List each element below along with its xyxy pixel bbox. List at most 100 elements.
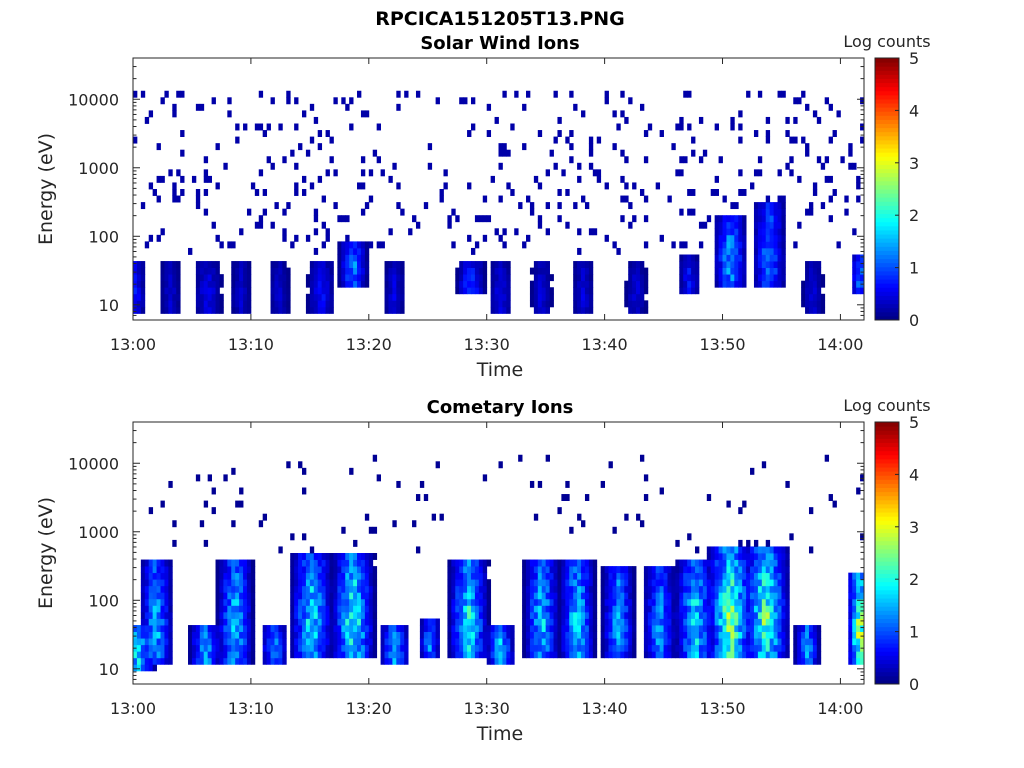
- heatmap-cell: [671, 618, 676, 626]
- heatmap-cell: [262, 644, 268, 652]
- colorbar-segment: [875, 172, 899, 178]
- heatmap-cell: [203, 306, 209, 314]
- heatmap-cell: [298, 631, 303, 639]
- heatmap-cell: [494, 293, 499, 301]
- heatmap-cell: [852, 657, 857, 665]
- heatmap-cell: [718, 221, 723, 229]
- heatmap-cell: [482, 261, 488, 268]
- heatmap-cell: [746, 638, 751, 646]
- heatmap-cell: [168, 605, 173, 613]
- heatmap-cell: [781, 644, 786, 652]
- heatmap-cell: [360, 254, 366, 262]
- heatmap-cell: [753, 221, 759, 229]
- heatmap-cell: [325, 592, 330, 600]
- heatmap-cell: [313, 247, 319, 255]
- heatmap-cell: [730, 202, 735, 210]
- heatmap-cell: [467, 267, 472, 275]
- heatmap-cell: [541, 261, 547, 268]
- heatmap-cell: [447, 572, 452, 580]
- heatmap-cell: [160, 625, 165, 632]
- heatmap-cell: [695, 261, 700, 268]
- heatmap-cell: [529, 300, 535, 308]
- heatmap-cell: [860, 592, 865, 600]
- heatmap-cell: [584, 306, 590, 314]
- heatmap-cell: [616, 572, 621, 580]
- heatmap-cell: [486, 592, 492, 600]
- heatmap-cell: [553, 644, 558, 652]
- heatmap-cell: [812, 274, 818, 282]
- heatmap-cell: [667, 592, 672, 600]
- heatmap-cell: [203, 175, 209, 183]
- heatmap-cell: [628, 625, 633, 632]
- heatmap-cell: [588, 585, 594, 593]
- heatmap-cell: [714, 611, 719, 619]
- heatmap-cell: [805, 651, 810, 659]
- heatmap-cell: [679, 638, 684, 646]
- heatmap-cell: [765, 254, 771, 262]
- heatmap-cell: [659, 598, 664, 606]
- heatmap-cell: [341, 267, 346, 275]
- heatmap-cell: [207, 300, 212, 308]
- heatmap-cell: [860, 605, 865, 613]
- heatmap-cell: [710, 579, 716, 587]
- heatmap-cell: [655, 618, 661, 626]
- heatmap-cell: [278, 306, 283, 314]
- heatmap-cell: [769, 553, 775, 560]
- heatmap-cell: [294, 605, 299, 613]
- heatmap-cell: [722, 280, 727, 288]
- heatmap-cell: [396, 631, 401, 639]
- heatmap-cell: [557, 638, 562, 646]
- heatmap-cell: [341, 254, 346, 262]
- heatmap-cell: [663, 579, 668, 587]
- heatmap-cell: [643, 274, 649, 282]
- heatmap-cell: [353, 274, 358, 282]
- heatmap-cell: [278, 300, 283, 308]
- heatmap-cell: [573, 103, 578, 111]
- heatmap-cell: [325, 579, 330, 587]
- heatmap-cell: [726, 234, 731, 242]
- heatmap-cell: [581, 300, 586, 308]
- heatmap-cell: [455, 566, 460, 574]
- heatmap-cell: [816, 261, 822, 268]
- heatmap-cell: [757, 215, 763, 223]
- colorbar-segment: [875, 458, 899, 464]
- heatmap-cell: [537, 130, 543, 137]
- heatmap-cell: [470, 572, 476, 580]
- heatmap-cell: [683, 585, 688, 593]
- heatmap-cell: [341, 631, 346, 639]
- heatmap-cell: [769, 215, 775, 223]
- heatmap-cell: [136, 300, 142, 308]
- heatmap-cell: [345, 618, 350, 626]
- heatmap-cell: [467, 644, 472, 652]
- heatmap-cell: [581, 585, 586, 593]
- heatmap-cell: [565, 579, 570, 587]
- cometary-x-label: Time: [476, 723, 524, 745]
- heatmap-cell: [537, 293, 543, 301]
- heatmap-cell: [769, 254, 775, 262]
- heatmap-cell: [761, 572, 767, 580]
- heatmap-cell: [553, 572, 558, 580]
- heatmap-cell: [506, 306, 511, 314]
- heatmap-cell: [757, 202, 763, 210]
- heatmap-cell: [470, 585, 476, 593]
- heatmap-cell: [706, 572, 712, 580]
- heatmap-cell: [632, 267, 637, 275]
- heatmap-cell: [215, 579, 220, 587]
- heatmap-cell: [144, 664, 150, 672]
- heatmap-cell: [231, 267, 236, 275]
- heatmap-cell: [152, 572, 157, 580]
- heatmap-cell: [852, 579, 857, 587]
- heatmap-cell: [714, 274, 719, 282]
- solar-wind-heatmap: [133, 90, 865, 314]
- heatmap-cell: [502, 631, 507, 639]
- heatmap-cell: [647, 651, 653, 659]
- heatmap-cell: [746, 598, 751, 606]
- heatmap-cell: [498, 644, 503, 652]
- heatmap-cell: [396, 287, 401, 295]
- heatmap-cell: [557, 611, 562, 619]
- heatmap-cell: [777, 221, 782, 229]
- heatmap-cell: [486, 103, 492, 111]
- heatmap-cell: [482, 234, 488, 242]
- heatmap-cell: [573, 611, 578, 619]
- heatmap-cell: [738, 605, 743, 613]
